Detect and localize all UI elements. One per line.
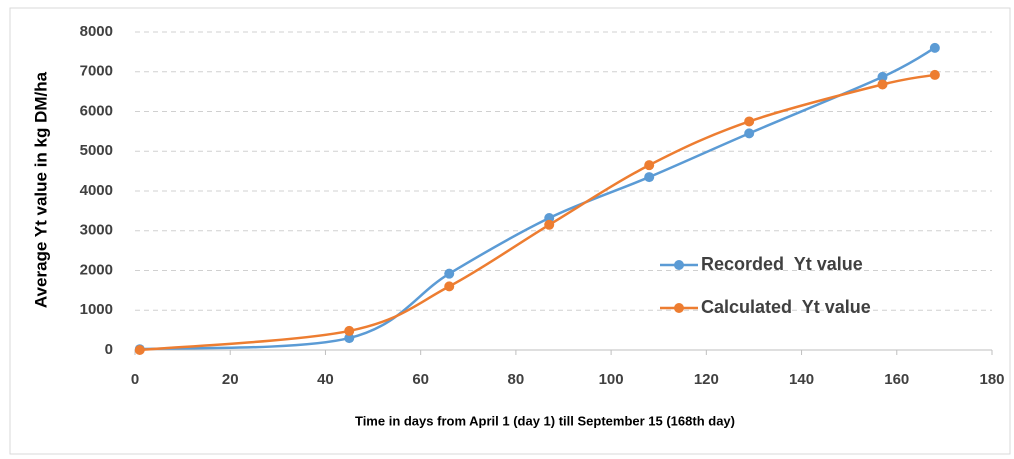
x-tick-label: 180 (979, 371, 1004, 388)
data-point (344, 325, 355, 336)
data-point (444, 268, 455, 279)
data-point (744, 128, 755, 139)
y-tick-label: 2000 (80, 261, 113, 278)
legend-label: Calculated Yt value (701, 297, 871, 317)
y-axis-label: Average Yt value in kg DM/ha (31, 71, 50, 308)
data-point (644, 172, 655, 183)
data-point (644, 160, 655, 171)
y-tick-label: 1000 (80, 301, 113, 318)
data-point (744, 116, 755, 127)
data-point (929, 42, 940, 53)
legend-marker (674, 260, 684, 270)
series-line (139, 73, 936, 352)
y-tick-label: 0 (105, 341, 113, 358)
data-point (877, 71, 888, 82)
x-axis-label: Time in days from April 1 (day 1) till S… (355, 413, 735, 428)
x-tick-label: 60 (412, 371, 429, 388)
x-tick-label: 80 (508, 371, 525, 388)
x-tick-label: 40 (317, 371, 334, 388)
x-tick-label: 100 (599, 371, 624, 388)
data-point (877, 79, 888, 90)
y-tick-label: 3000 (80, 222, 113, 239)
y-tick-label: 6000 (80, 102, 113, 119)
y-tick-label: 8000 (80, 23, 113, 40)
y-tick-label: 4000 (80, 182, 113, 199)
x-tick-label: 160 (884, 371, 909, 388)
x-tick-label: 0 (131, 371, 139, 388)
x-tick-label: 120 (694, 371, 719, 388)
data-point (134, 345, 145, 355)
legend-label: Recorded Yt value (701, 254, 863, 274)
chart-border (9, 7, 1011, 455)
y-tick-label: 5000 (80, 142, 113, 159)
data-point (929, 69, 940, 80)
x-tick-label: 20 (222, 371, 239, 388)
x-tick-label: 140 (789, 371, 814, 388)
legend-marker (674, 303, 684, 313)
data-point (544, 219, 555, 230)
data-point (444, 281, 455, 292)
y-tick-label: 7000 (80, 63, 113, 80)
data-point (344, 333, 355, 344)
